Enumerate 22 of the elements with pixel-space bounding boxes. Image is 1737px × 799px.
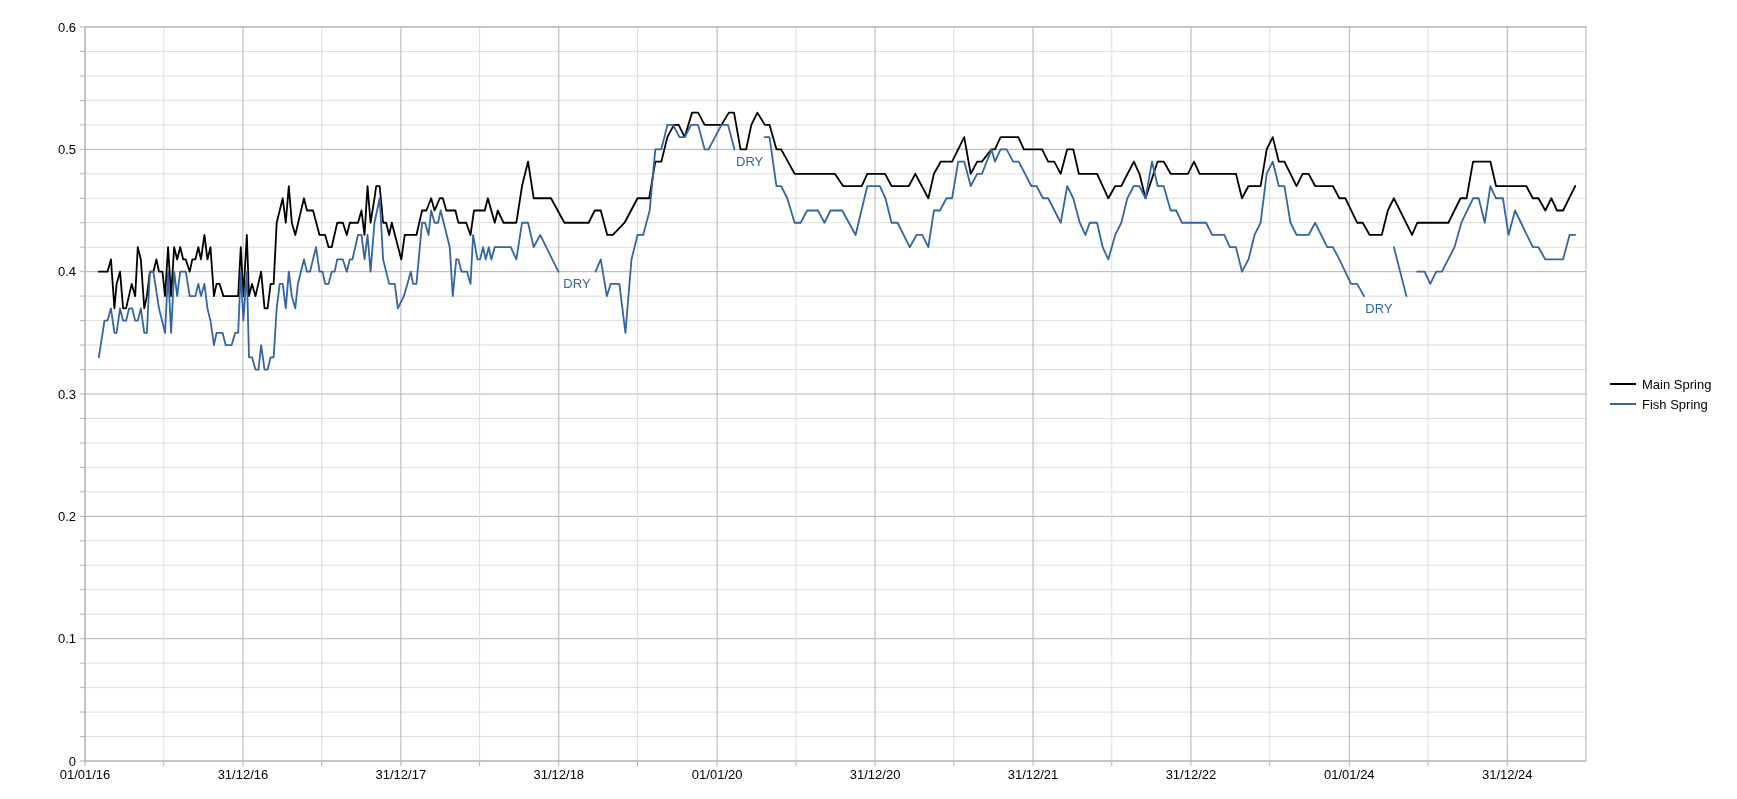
legend-label: Main Spring <box>1642 376 1712 392</box>
y-tick-label: 0.1 <box>57 631 76 647</box>
x-tick-label: 31/12/21 <box>1007 767 1059 782</box>
annotation: DRY <box>563 276 591 292</box>
x-tick-label: 01/01/24 <box>1324 767 1375 782</box>
y-tick-label: 0.3 <box>57 386 76 402</box>
x-tick-label: 31/12/17 <box>375 767 427 782</box>
y-tick-label: 0.4 <box>57 264 76 280</box>
x-tick-label: 31/12/16 <box>217 767 269 782</box>
annotation: DRY <box>1365 300 1393 316</box>
y-tick-label: 0 <box>68 753 76 769</box>
x-tick-label: 01/01/20 <box>691 767 743 782</box>
x-tick-label: 31/12/20 <box>849 767 901 782</box>
y-tick-label: 0.2 <box>57 508 76 524</box>
y-tick-label: 0.5 <box>57 141 76 157</box>
annotation: DRY <box>736 153 764 169</box>
x-tick-label: 31/12/18 <box>533 767 585 782</box>
legend-label: Fish Spring <box>1642 396 1708 412</box>
x-tick-label: 31/12/24 <box>1481 767 1533 782</box>
x-tick-label: 31/12/22 <box>1165 767 1217 782</box>
y-tick-label: 0.6 <box>57 19 76 35</box>
x-tick-label: 01/01/16 <box>59 767 111 782</box>
